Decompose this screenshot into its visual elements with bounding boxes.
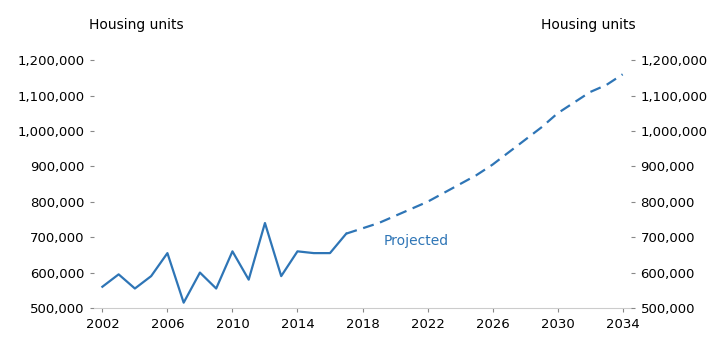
Text: Projected: Projected xyxy=(384,234,449,248)
Text: Housing units: Housing units xyxy=(542,18,636,32)
Text: Housing units: Housing units xyxy=(89,18,183,32)
